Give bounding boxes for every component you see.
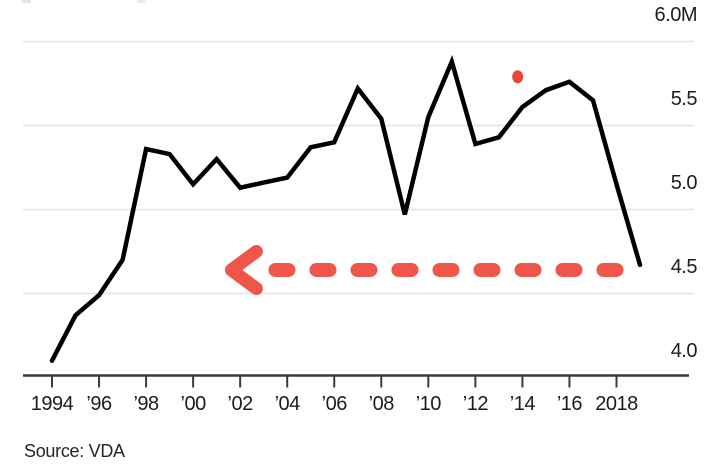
y-tick-label: 4.5 <box>670 256 698 278</box>
x-tick-label: ’00 <box>180 393 207 415</box>
x-tick-label: ’98 <box>133 393 159 415</box>
x-tick-label: ’96 <box>86 393 112 415</box>
x-axis-ticks <box>51 375 618 388</box>
x-tick-label: 2018 <box>595 393 638 415</box>
arrow-head-icon <box>224 244 263 295</box>
x-tick-label: ’04 <box>274 393 301 415</box>
x-tick-label: ’10 <box>415 393 442 415</box>
source-caption: Source: VDA <box>24 441 125 461</box>
x-tick-label: ’08 <box>368 393 395 415</box>
x-tick-label: ’06 <box>321 393 348 415</box>
cropped-text-artifact <box>22 0 31 3</box>
x-tick-label: ’12 <box>462 393 489 415</box>
x-tick-label: 1994 <box>30 393 74 415</box>
x-tick-label: ’14 <box>509 393 536 415</box>
x-tick-label: ’02 <box>227 393 254 415</box>
y-tick-label: 5.0 <box>670 172 698 194</box>
cropped-text-artifact <box>137 0 145 3</box>
y-tick-label: 6.0M <box>654 4 698 26</box>
production-line-series <box>49 54 643 363</box>
y-tick-label: 4.0 <box>670 340 698 362</box>
highlight-dot-annotation <box>512 70 524 84</box>
y-tick-label: 5.5 <box>670 88 698 110</box>
dashed-arrow-left-annotation <box>224 244 624 295</box>
x-tick-label: ’16 <box>556 393 583 415</box>
